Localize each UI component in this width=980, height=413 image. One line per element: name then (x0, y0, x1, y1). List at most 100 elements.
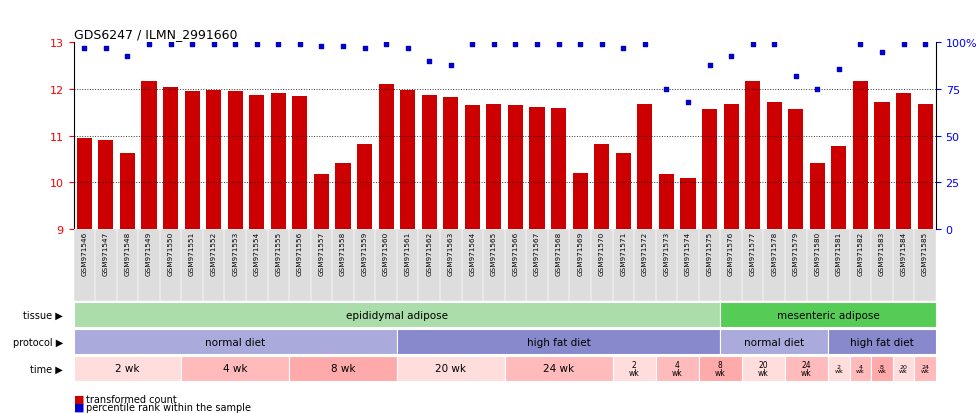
Text: ■: ■ (74, 402, 84, 412)
Text: mesenteric adipose: mesenteric adipose (777, 310, 879, 320)
Point (357, 45, 372, 52)
Point (659, 86, 674, 93)
Point (809, 86, 825, 93)
Point (486, 42, 502, 48)
Point (400, 45, 416, 52)
Text: 8 wk: 8 wk (330, 363, 355, 374)
Point (378, 42, 394, 48)
Text: GSM971574: GSM971574 (685, 231, 691, 275)
Bar (289, 229, 311, 301)
Bar (400, 91, 416, 229)
Text: GSM971552: GSM971552 (211, 231, 217, 275)
Text: ■: ■ (74, 394, 84, 404)
Bar (206, 91, 221, 229)
Bar (141, 81, 157, 229)
Bar (160, 229, 181, 301)
Bar (893, 356, 914, 381)
Point (680, 100, 696, 106)
Bar (184, 92, 200, 229)
Bar (117, 229, 138, 301)
Bar (76, 139, 92, 229)
Bar (378, 85, 394, 229)
Text: epididymal adipose: epididymal adipose (346, 310, 448, 320)
Text: GSM971571: GSM971571 (620, 231, 626, 275)
Text: GSM971560: GSM971560 (383, 231, 389, 275)
Point (766, 42, 782, 48)
Text: GSM971557: GSM971557 (318, 231, 324, 275)
Bar (397, 229, 418, 301)
Text: GSM971561: GSM971561 (405, 231, 411, 275)
Text: GSM971581: GSM971581 (836, 231, 842, 275)
Point (163, 42, 178, 48)
Text: GSM971569: GSM971569 (577, 231, 583, 275)
Point (508, 42, 523, 48)
Text: GSM971579: GSM971579 (793, 231, 799, 275)
Bar (181, 229, 203, 301)
Bar (656, 356, 699, 381)
Text: 2
wk: 2 wk (629, 360, 639, 377)
Bar (138, 229, 160, 301)
Text: 2 wk: 2 wk (116, 363, 139, 374)
Bar (656, 229, 677, 301)
Text: normal diet: normal diet (744, 337, 805, 347)
Point (551, 42, 566, 48)
Bar (637, 104, 653, 229)
Text: GSM971567: GSM971567 (534, 231, 540, 275)
Bar (850, 356, 871, 381)
Text: GSM971550: GSM971550 (168, 231, 173, 275)
Point (98, 45, 114, 52)
Bar (831, 147, 847, 229)
Text: 8
wk: 8 wk (715, 360, 725, 377)
Bar (612, 356, 656, 381)
Point (853, 42, 868, 48)
Point (831, 66, 847, 73)
Text: GSM971572: GSM971572 (642, 231, 648, 275)
Point (120, 53, 135, 59)
Point (76, 45, 92, 52)
Bar (526, 229, 548, 301)
Bar (917, 104, 933, 229)
Bar (95, 229, 117, 301)
Text: GSM971566: GSM971566 (513, 231, 518, 275)
Text: GSM971583: GSM971583 (879, 231, 885, 275)
Text: GSM971576: GSM971576 (728, 231, 734, 275)
Bar (462, 229, 483, 301)
Bar (591, 229, 612, 301)
Text: GSM971546: GSM971546 (81, 231, 87, 275)
Bar (375, 229, 397, 301)
Bar (677, 229, 699, 301)
Point (745, 42, 760, 48)
Bar (397, 356, 505, 381)
Text: GSM971573: GSM971573 (663, 231, 669, 275)
Bar (354, 229, 375, 301)
Bar (699, 229, 720, 301)
Text: GSM971555: GSM971555 (275, 231, 281, 275)
Point (637, 42, 653, 48)
Bar (74, 356, 181, 381)
Text: 4 wk: 4 wk (222, 363, 247, 374)
Bar (828, 229, 850, 301)
Text: 24
wk: 24 wk (920, 364, 930, 373)
Bar (335, 163, 351, 229)
Text: GSM971564: GSM971564 (469, 231, 475, 275)
Text: GDS6247 / ILMN_2991660: GDS6247 / ILMN_2991660 (74, 28, 237, 41)
Bar (785, 356, 828, 381)
Bar (74, 303, 720, 327)
Text: high fat diet: high fat diet (526, 337, 591, 347)
Point (206, 42, 221, 48)
Bar (720, 330, 828, 354)
Text: GSM971556: GSM971556 (297, 231, 303, 275)
Text: GSM971585: GSM971585 (922, 231, 928, 275)
Point (270, 42, 286, 48)
Bar (809, 163, 825, 229)
Text: 2
wk: 2 wk (834, 364, 844, 373)
Text: protocol ▶: protocol ▶ (13, 337, 63, 347)
Bar (680, 179, 696, 229)
Bar (702, 109, 717, 229)
Bar (615, 154, 631, 229)
Bar (486, 104, 502, 229)
Bar (788, 109, 804, 229)
Point (335, 44, 351, 50)
Bar (699, 356, 742, 381)
Bar (440, 229, 462, 301)
